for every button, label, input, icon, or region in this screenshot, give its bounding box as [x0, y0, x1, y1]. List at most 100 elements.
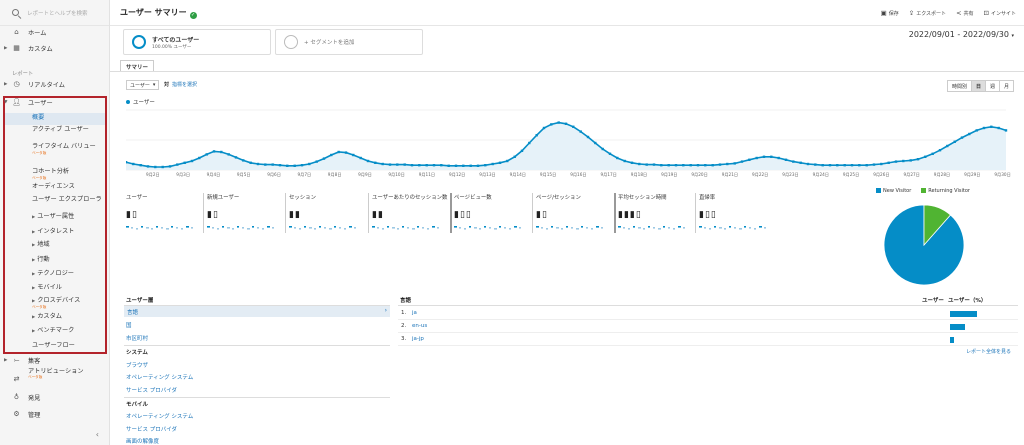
sidebar-subitem[interactable]: アクティブ ユーザー — [32, 126, 104, 134]
data-point[interactable] — [557, 121, 560, 124]
data-point[interactable] — [374, 161, 377, 164]
scorecard[interactable]: ページ/セッション ▮▯ — [536, 195, 614, 232]
data-point[interactable] — [777, 156, 780, 160]
granularity-option[interactable]: 週 — [984, 80, 1000, 92]
data-point[interactable] — [630, 161, 634, 164]
data-point[interactable] — [388, 163, 392, 166]
data-point[interactable] — [828, 164, 832, 167]
data-point[interactable] — [924, 155, 927, 158]
data-point[interactable] — [264, 163, 267, 166]
row-mobile-os[interactable]: オペレーティング システム — [126, 414, 194, 420]
scorecard[interactable]: ページビュー数 ▮▯▯ — [454, 195, 532, 232]
export-button[interactable]: ⇪ エクスポート — [909, 9, 946, 17]
row-city[interactable]: 市区町村 — [126, 336, 149, 342]
data-point[interactable] — [154, 165, 157, 169]
data-point[interactable] — [403, 163, 406, 166]
data-point[interactable] — [528, 141, 531, 145]
data-point[interactable] — [212, 150, 216, 153]
data-point[interactable] — [1004, 129, 1008, 132]
data-point[interactable] — [682, 164, 685, 167]
data-point[interactable] — [814, 163, 817, 166]
data-point[interactable] — [359, 156, 362, 160]
data-point[interactable] — [865, 164, 868, 167]
data-point[interactable] — [176, 163, 179, 166]
data-point[interactable] — [410, 164, 414, 167]
sidebar-subitem[interactable]: ▶ カスタム — [32, 313, 104, 321]
collapse-sidebar-button[interactable]: ‹ — [95, 430, 99, 439]
data-point[interactable] — [645, 163, 648, 166]
data-point[interactable] — [183, 161, 186, 164]
pie-slice-returning-visitor[interactable] — [923, 204, 952, 247]
data-point[interactable] — [696, 164, 700, 167]
table-row[interactable]: 3. ja-jp — [398, 334, 1018, 346]
data-point[interactable] — [484, 164, 487, 167]
data-point[interactable] — [322, 157, 326, 160]
data-point[interactable] — [748, 158, 751, 161]
sidebar-subitem[interactable]: ▶ 行動 — [32, 256, 104, 264]
data-point[interactable] — [850, 164, 854, 167]
scorecard[interactable]: ユーザー ▮▯ — [126, 195, 204, 232]
data-point[interactable] — [902, 159, 905, 163]
row-language-link[interactable]: ja-jp — [412, 336, 424, 342]
data-point[interactable] — [498, 161, 502, 164]
data-point[interactable] — [762, 155, 766, 158]
data-point[interactable] — [652, 163, 656, 166]
data-point[interactable] — [462, 164, 465, 167]
insights-button[interactable]: ⊡ インサイト — [984, 9, 1016, 17]
data-point[interactable] — [337, 150, 340, 154]
data-point[interactable] — [126, 161, 128, 164]
data-point[interactable] — [344, 151, 348, 154]
date-range-picker[interactable]: 2022/09/01 - 2022/09/30 ▾ — [909, 30, 1014, 39]
sidebar-subitem[interactable]: オーディエンス — [32, 183, 104, 191]
data-point[interactable] — [594, 141, 597, 145]
sidebar-subitem[interactable]: コホート分析 ベータ版 — [32, 168, 104, 180]
sidebar-subitem[interactable]: ▶ クロスデバイス ベータ版 — [32, 297, 104, 309]
row-isp[interactable]: サービス プロバイダ — [126, 388, 178, 394]
sidebar-subitem[interactable]: ▶ 地域 — [32, 241, 104, 249]
scorecard[interactable]: 新規ユーザー ▮▯ — [207, 195, 285, 232]
data-point[interactable] — [161, 165, 164, 169]
data-point[interactable] — [293, 164, 296, 167]
row-os[interactable]: オペレーティング システム — [126, 375, 194, 381]
data-point[interactable] — [425, 164, 428, 167]
data-point[interactable] — [726, 162, 729, 166]
data-point[interactable] — [711, 164, 714, 167]
data-point[interactable] — [938, 149, 942, 152]
add-segment-button[interactable]: + セグメントを追加 — [275, 29, 423, 55]
data-point[interactable] — [667, 164, 670, 167]
data-point[interactable] — [674, 164, 678, 167]
selected-row[interactable]: 言語 › — [124, 306, 390, 317]
row-language-link[interactable]: en-us — [412, 323, 428, 329]
select-metric-link[interactable]: 指標を選択 — [172, 82, 198, 88]
data-point[interactable] — [858, 164, 861, 167]
scorecard[interactable]: 平均セッション時間 ▮▮▮▯ — [618, 195, 696, 232]
data-point[interactable] — [168, 165, 172, 168]
data-point[interactable] — [755, 156, 758, 160]
data-point[interactable] — [132, 162, 135, 166]
data-point[interactable] — [550, 123, 553, 126]
data-point[interactable] — [366, 159, 370, 163]
data-point[interactable] — [916, 158, 920, 161]
sidebar-subitem[interactable]: ▶ インタレスト — [32, 228, 104, 236]
data-point[interactable] — [806, 162, 810, 166]
data-point[interactable] — [308, 162, 311, 166]
save-button[interactable]: ▣ 保存 — [881, 9, 899, 17]
data-point[interactable] — [740, 160, 744, 163]
data-point[interactable] — [872, 163, 876, 166]
data-point[interactable] — [476, 164, 480, 167]
data-point[interactable] — [880, 162, 883, 166]
data-point[interactable] — [784, 158, 788, 161]
data-point[interactable] — [381, 162, 384, 166]
table-row[interactable]: 2. en-us — [398, 321, 1018, 333]
data-point[interactable] — [799, 161, 802, 164]
data-point[interactable] — [608, 152, 612, 155]
data-point[interactable] — [271, 163, 274, 166]
data-point[interactable] — [946, 144, 949, 148]
data-point[interactable] — [146, 165, 150, 168]
data-point[interactable] — [953, 140, 956, 143]
data-point[interactable] — [601, 147, 604, 151]
data-point[interactable] — [843, 164, 846, 167]
scorecard[interactable]: ユーザーあたりのセッション数 ▮▮ — [372, 195, 450, 232]
data-point[interactable] — [227, 153, 230, 156]
data-point[interactable] — [572, 125, 575, 128]
